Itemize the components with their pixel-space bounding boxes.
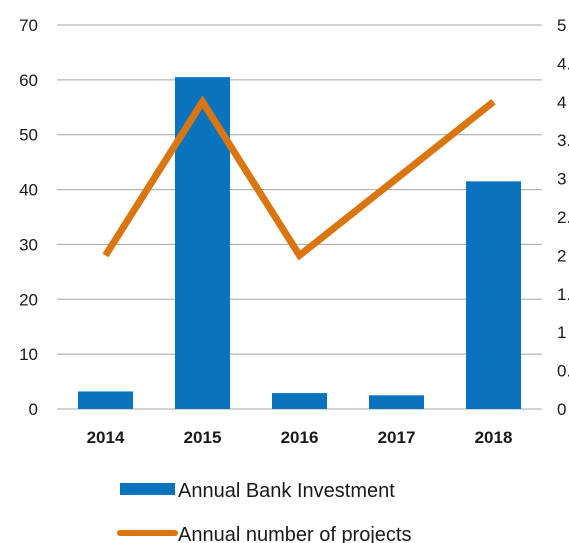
- right-tick-label: 1.5: [557, 285, 569, 304]
- bar-2014: [78, 391, 133, 409]
- x-axis-ticks: 2014 2015 2016 2017 2018: [87, 428, 513, 447]
- left-tick-label: 60: [19, 71, 38, 90]
- left-tick-label: 50: [19, 126, 38, 145]
- legend-bar-swatch: [120, 483, 175, 495]
- gridlines: [57, 24, 542, 410]
- right-tick-label: 0.5: [557, 362, 569, 381]
- right-tick-label: 3: [557, 170, 566, 189]
- bar-series: [78, 77, 521, 409]
- left-tick-label: 0: [29, 400, 38, 419]
- right-tick-label: 4.5: [557, 54, 569, 73]
- line-series: [102, 95, 496, 261]
- left-tick-label: 70: [19, 16, 38, 35]
- left-tick-label: 30: [19, 235, 38, 254]
- right-tick-label: 0: [557, 400, 566, 419]
- category-label: 2018: [475, 428, 513, 447]
- right-tick-label: 5: [557, 16, 566, 35]
- right-tick-label: 2.5: [557, 208, 569, 227]
- left-axis-ticks: 0 10 20 30 40 50 60 70: [19, 16, 38, 419]
- right-tick-label: 3.5: [557, 131, 569, 150]
- right-tick-label: 2: [557, 246, 566, 265]
- legend-label-bank-investment: Annual Bank Investment: [178, 480, 395, 502]
- right-axis-ticks: 0 0.5 1 1.5 2 2.5 3 3.5 4 4.5 5: [557, 16, 569, 419]
- projects-line: [102, 95, 496, 261]
- category-label: 2017: [378, 428, 416, 447]
- category-label: 2014: [87, 428, 125, 447]
- category-label: 2015: [184, 428, 222, 447]
- legend-label-number-of-projects: Annual number of projects: [178, 524, 411, 543]
- bar-2018: [466, 181, 521, 409]
- left-tick-label: 10: [19, 345, 38, 364]
- category-label: 2016: [281, 428, 319, 447]
- bar-2017: [369, 395, 424, 409]
- left-tick-label: 20: [19, 290, 38, 309]
- bar-2016: [272, 393, 327, 409]
- right-tick-label: 4: [557, 93, 566, 112]
- right-tick-label: 1: [557, 323, 566, 342]
- left-tick-label: 40: [19, 181, 38, 200]
- legend: Annual Bank Investment Annual number of …: [117, 480, 411, 543]
